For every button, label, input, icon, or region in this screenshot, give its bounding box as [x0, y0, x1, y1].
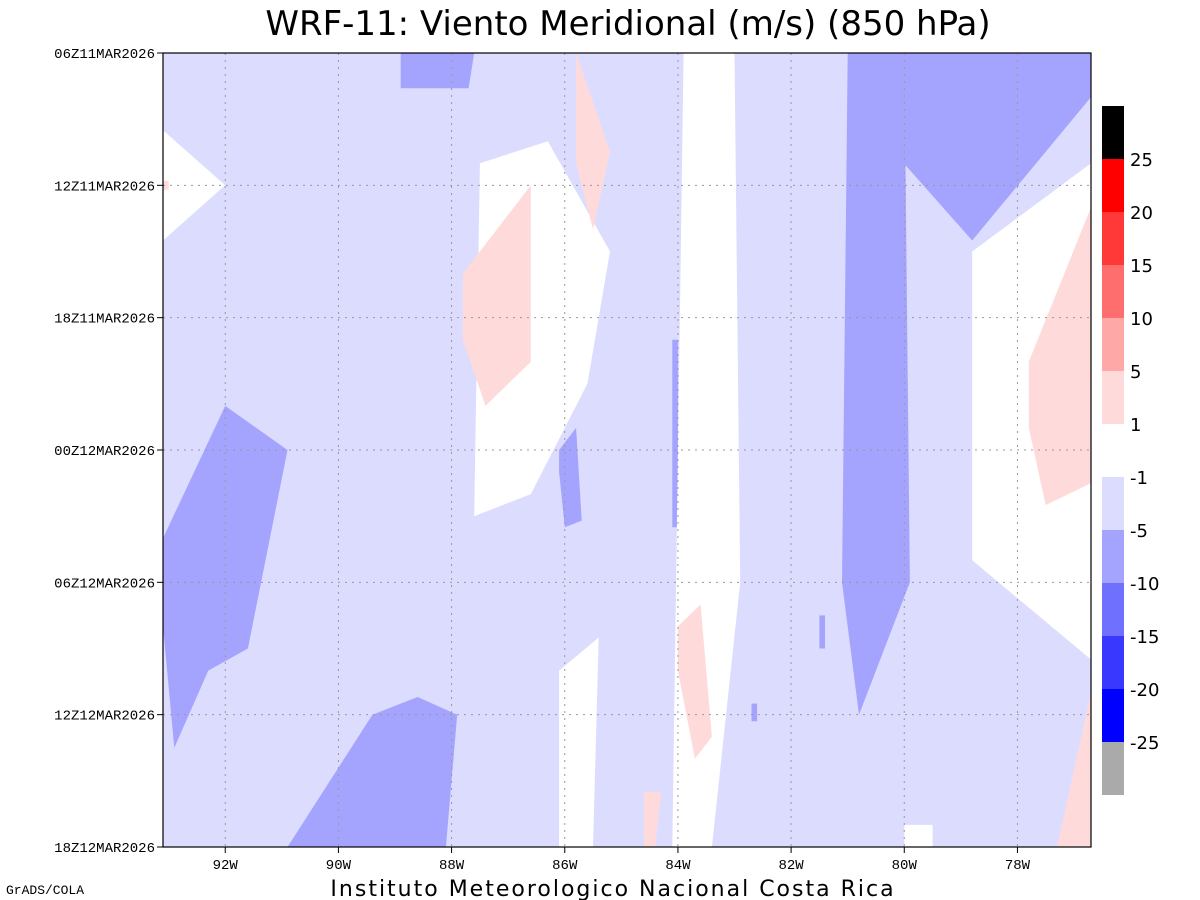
- y-tick-label: 18Z12MAR2026: [54, 841, 155, 857]
- colorbar-segment: [1102, 742, 1124, 795]
- colorbar-segment: [1102, 530, 1124, 583]
- institution-label: Instituto Meteorologico Nacional Costa R…: [330, 877, 895, 900]
- grid-lines: [163, 53, 1091, 847]
- credit-label: GrADS/COLA: [6, 883, 84, 898]
- colorbar-legend: 25 20 15 10 5 1 -1 -5 -10 -15 -20 -25: [1102, 106, 1159, 795]
- contour-region-pos-1-5: [1028, 207, 1091, 506]
- contour-region-neg-5-10: [842, 53, 910, 715]
- colorbar-segment: [1102, 106, 1124, 159]
- wind-contour-regions: [163, 53, 1091, 847]
- contour-region-pos-1-5: [677, 604, 712, 759]
- colorbar-label: 10: [1130, 309, 1153, 330]
- colorbar-label: -15: [1130, 627, 1159, 648]
- x-tick-label: 82W: [778, 858, 804, 874]
- x-tick-label: 84W: [665, 858, 691, 874]
- colorbar-segment: [1102, 318, 1124, 371]
- colorbar-segment: [1102, 477, 1124, 530]
- contour-region-neg-5-10: [163, 405, 288, 748]
- colorbar-label: -25: [1130, 733, 1159, 754]
- contour-region-pos-1-5: [462, 185, 531, 406]
- colorbar-label: 15: [1130, 256, 1153, 277]
- x-tick-label: 78W: [1005, 858, 1031, 874]
- contour-region-pos-1-5: [644, 791, 661, 847]
- colorbar-segment: [1102, 265, 1124, 318]
- contour-region-pos-1-5: [163, 180, 169, 190]
- colorbar-label: 20: [1130, 203, 1153, 224]
- x-tick-label: 90W: [326, 858, 352, 874]
- colorbar-label: 1: [1130, 415, 1141, 436]
- colorbar-label: 25: [1130, 150, 1153, 171]
- colorbar-label: 5: [1130, 362, 1141, 383]
- contour-region-neg-5-10: [864, 53, 1091, 241]
- y-tick-label: 12Z12MAR2026: [54, 709, 155, 725]
- contour-region-near-zero: [559, 637, 599, 847]
- x-axis-ticks: 92W 90W 88W 86W 84W 82W 80W 78W: [213, 847, 1031, 874]
- contour-region-neg-5-10: [751, 703, 758, 722]
- colorbar-segment: [1102, 583, 1124, 636]
- x-tick-label: 86W: [552, 858, 578, 874]
- colorbar-segment: [1102, 212, 1124, 265]
- contour-region-neg-5-10: [287, 697, 458, 847]
- contour-region-neg-5-10: [819, 615, 825, 649]
- y-tick-label: 06Z12MAR2026: [54, 576, 155, 592]
- x-tick-label: 80W: [892, 858, 918, 874]
- colorbar-label: -10: [1130, 574, 1159, 595]
- y-tick-label: 00Z12MAR2026: [54, 444, 155, 460]
- chart-title: WRF-11: Viento Meridional (m/s) (850 hPa…: [265, 4, 990, 44]
- colorbar-label: -20: [1130, 680, 1159, 701]
- x-tick-label: 92W: [213, 858, 239, 874]
- contour-region-pos-1-5: [1057, 692, 1091, 847]
- contour-region-neg-5-10: [672, 339, 678, 528]
- colorbar-segment: [1102, 371, 1124, 424]
- x-tick-label: 88W: [439, 858, 465, 874]
- contour-region-near-zero: [163, 130, 226, 241]
- contour-region-neg-5-10: [400, 53, 475, 89]
- y-tick-label: 18Z11MAR2026: [54, 312, 155, 328]
- colorbar-segment: [1102, 689, 1124, 742]
- contour-region-near-zero: [904, 824, 933, 847]
- colorbar-label: -5: [1130, 521, 1148, 542]
- colorbar-segment: [1102, 424, 1124, 477]
- y-tick-label: 06Z11MAR2026: [54, 47, 155, 63]
- y-axis-ticks: 06Z11MAR2026 12Z11MAR2026 18Z11MAR2026 00Z1…: [54, 47, 163, 857]
- plot-area: [162, 52, 1092, 848]
- colorbar-segment: [1102, 159, 1124, 212]
- y-tick-label: 12Z11MAR2026: [54, 179, 155, 195]
- colorbar-label: -1: [1130, 468, 1148, 489]
- colorbar-segment: [1102, 636, 1124, 689]
